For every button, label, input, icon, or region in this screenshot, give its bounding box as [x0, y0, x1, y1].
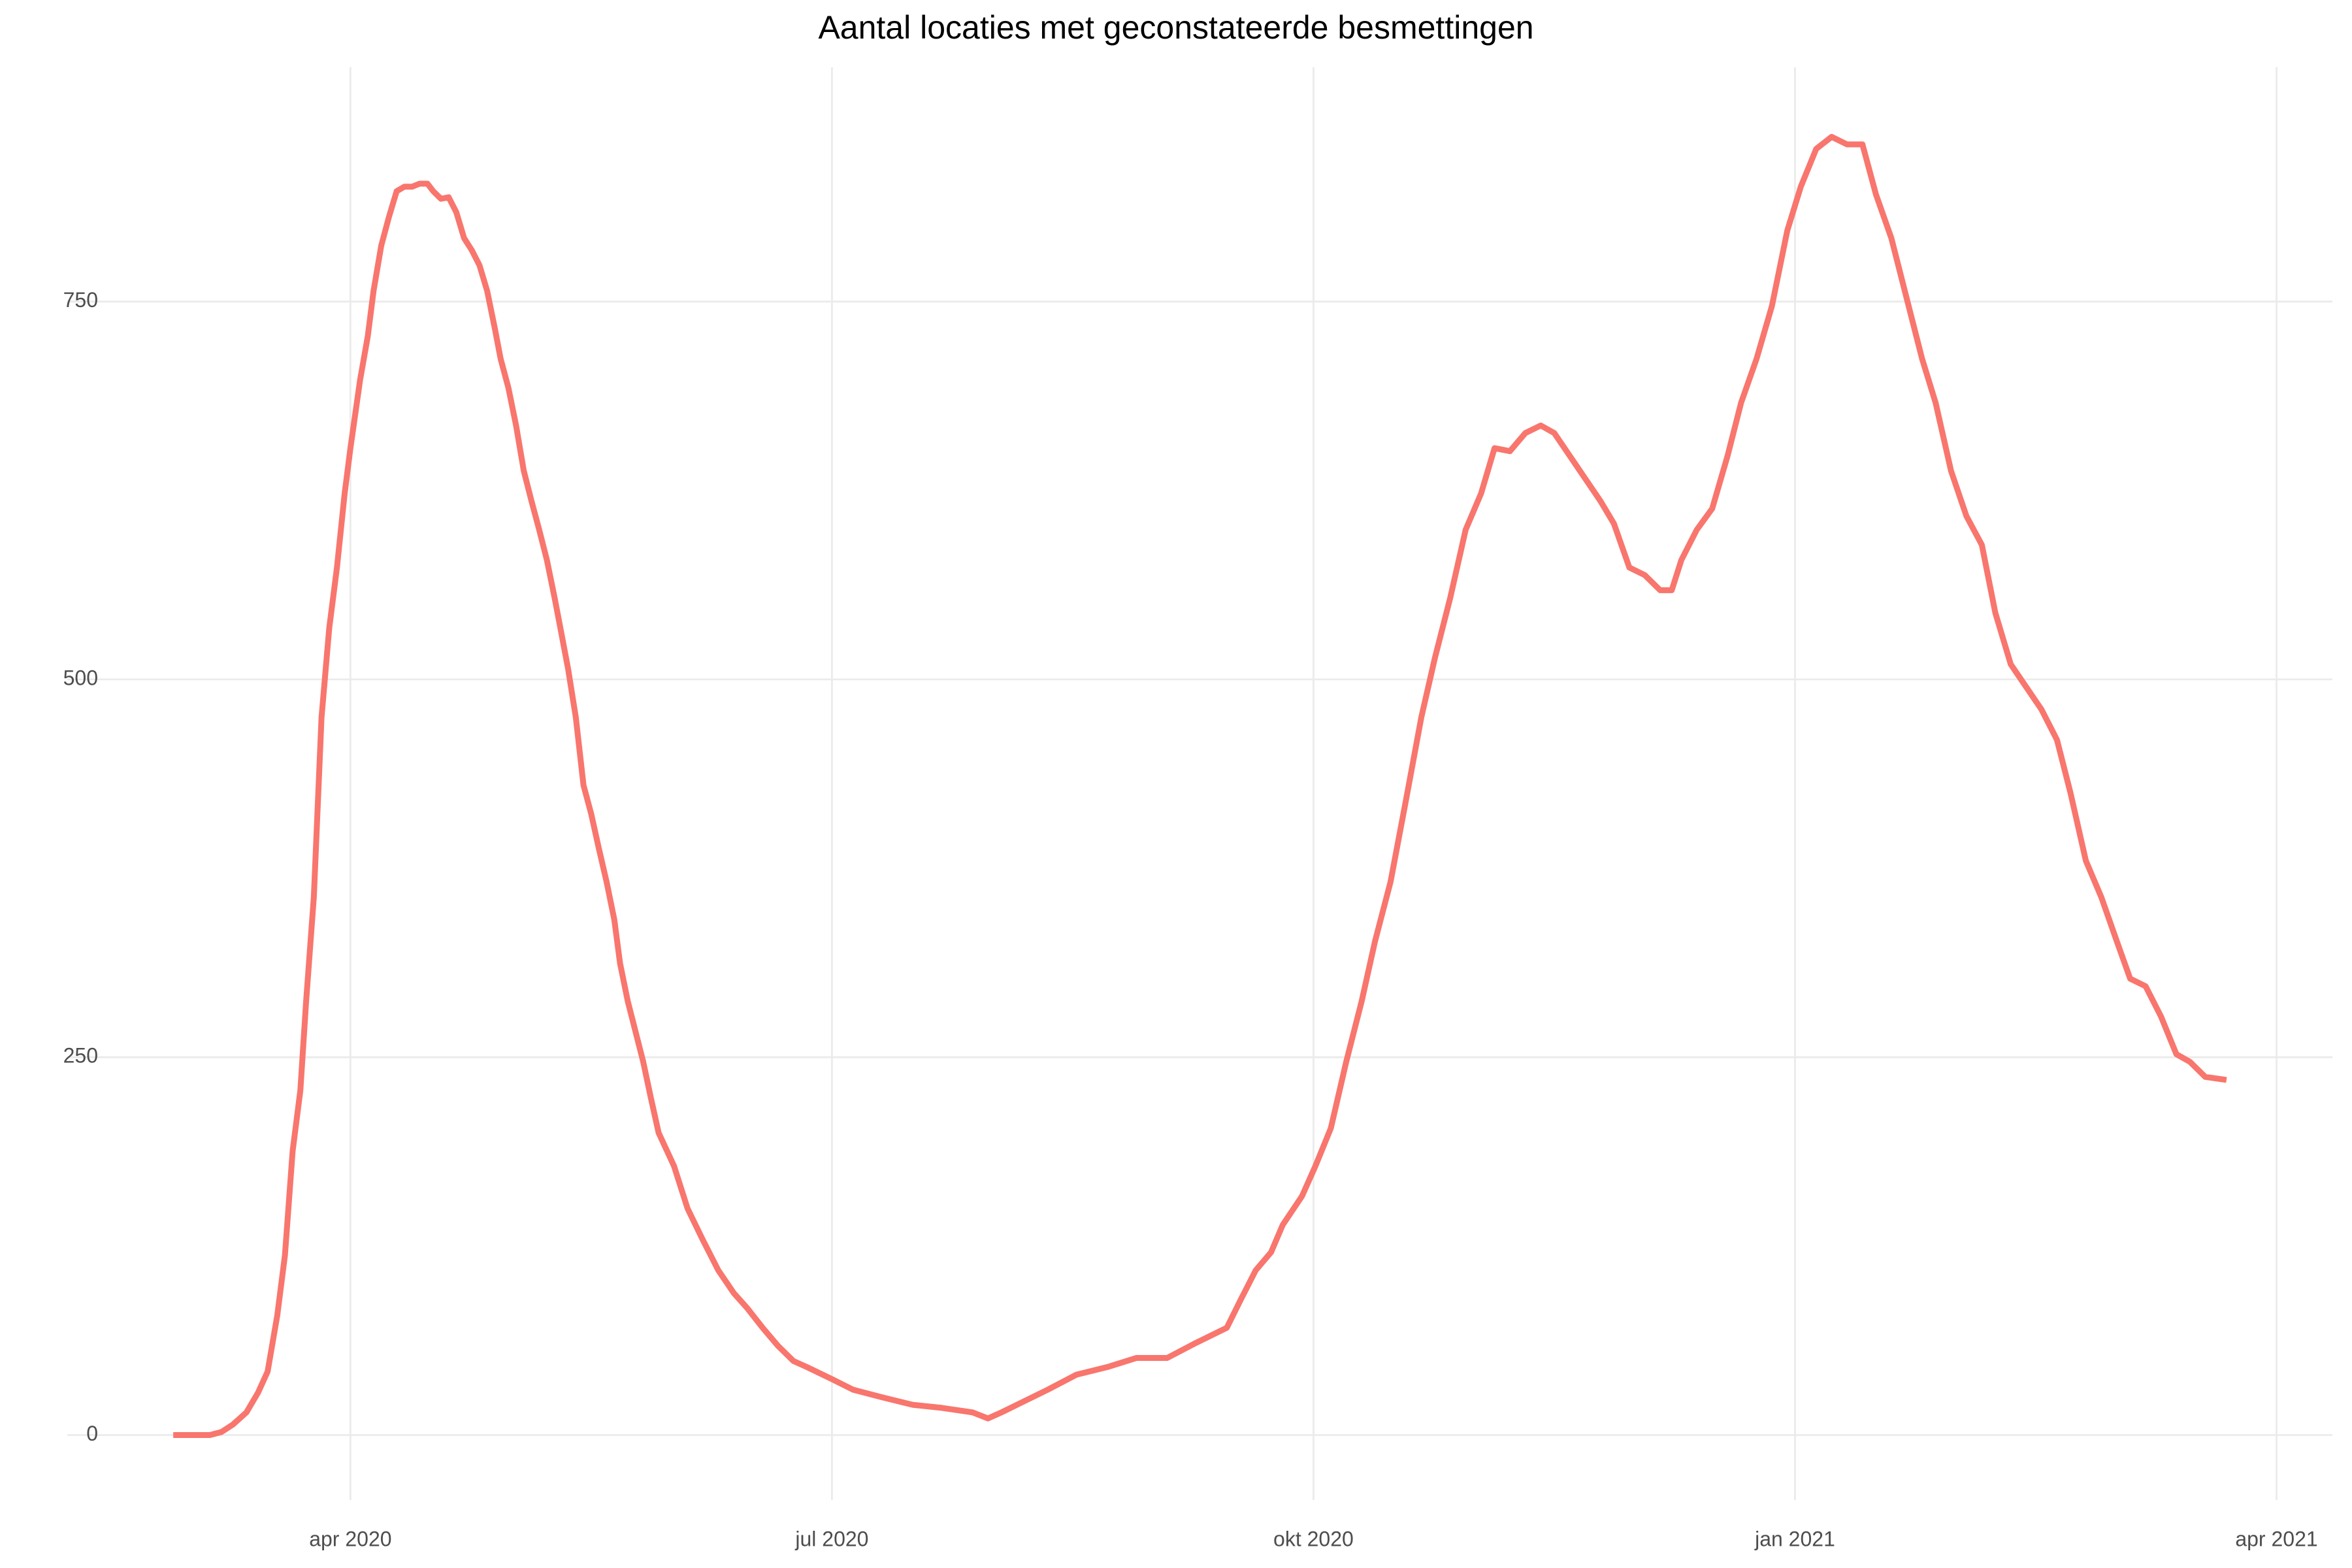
x-tick-label: apr 2020	[309, 1527, 391, 1550]
x-tick-label: apr 2021	[2235, 1527, 2317, 1550]
x-tick-label: okt 2020	[1273, 1527, 1354, 1550]
grid	[67, 67, 2332, 1500]
x-tick-label: jul 2020	[794, 1527, 868, 1550]
y-tick-label: 250	[63, 1044, 98, 1068]
y-tick-label: 0	[86, 1422, 98, 1445]
data-line	[173, 133, 2227, 1439]
y-tick-label: 500	[63, 666, 98, 689]
y-tick-label: 750	[63, 288, 98, 312]
x-tick-label: jan 2021	[1754, 1527, 1835, 1550]
chart-title: Aantal locaties met geconstateerde besme…	[818, 9, 1533, 46]
